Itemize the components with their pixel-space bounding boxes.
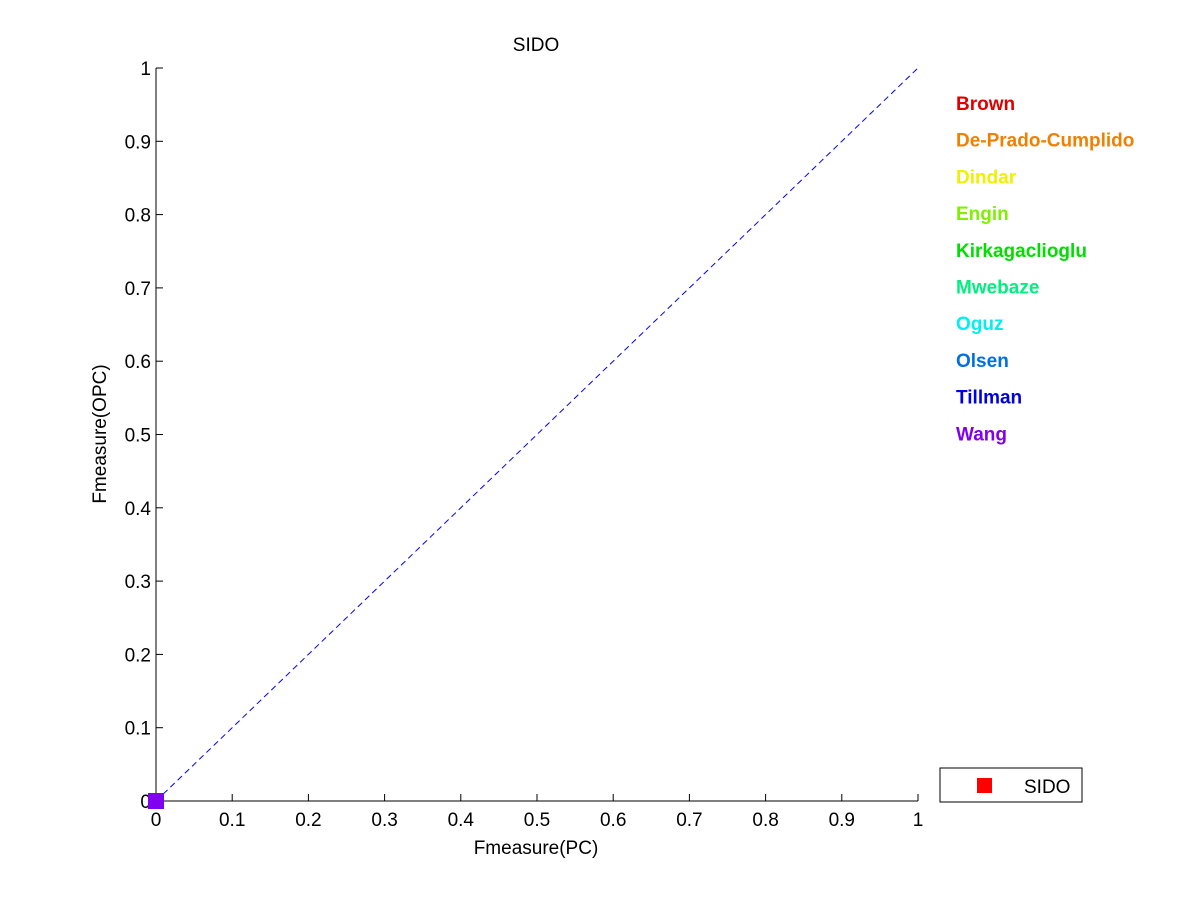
point-wang [148,793,164,809]
x-tick-label: 0 [151,810,162,831]
data-points [148,793,164,809]
x-axis-label: Fmeasure(PC) [474,838,599,859]
x-tick-label: 0.5 [524,810,550,831]
series-name-wang: Wang [956,424,1007,445]
legend-label: SIDO [1024,777,1070,798]
y-tick-label: 0.5 [125,426,151,447]
y-axis-label: Fmeasure(OPC) [90,364,111,503]
series-name-mwebaze: Mwebaze [956,278,1039,299]
series-name-tillman: Tillman [956,388,1022,409]
y-tick-label: 0.3 [125,572,151,593]
y-tick-label: 0.7 [125,279,151,300]
x-ticks: 0 0.1 0.2 0.3 0.4 0.5 0.6 0.7 0.8 0.9 1 [151,794,924,831]
series-name-dindar: Dindar [956,167,1017,188]
y-tick-label: 0.4 [125,499,152,520]
x-tick-label: 1 [913,810,924,831]
x-tick-label: 0.3 [371,810,397,831]
x-tick-label: 0.7 [676,810,702,831]
series-name-olsen: Olsen [956,351,1009,372]
series-name-brown: Brown [956,94,1015,115]
y-tick-label: 0 [140,792,151,813]
series-name-de-prado-cumplido: De-Prado-Cumplido [956,131,1134,152]
chart-title: SIDO [513,35,559,56]
legend-frame [939,767,1083,803]
series-name-list: Brown De-Prado-Cumplido Dindar Engin Kirkaga… [956,94,1134,445]
y-tick-label: 0.2 [125,645,151,666]
reference-diagonal-line [155,67,919,802]
y-tick-label: 0.1 [125,719,151,740]
series-name-oguz: Oguz [956,314,1004,335]
x-tick-label: 0.2 [295,810,321,831]
series-name-engin: Engin [956,204,1009,225]
x-tick-label: 0.6 [600,810,626,831]
x-tick-label: 0.9 [829,810,855,831]
y-tick-label: 1 [140,59,151,80]
legend-box: SIDO [939,767,1083,803]
y-tick-label: 0.6 [125,352,151,373]
x-tick-label: 0.4 [448,810,475,831]
series-name-kirkagaclioglu: Kirkagaclioglu [956,241,1087,262]
y-ticks: 0 0.1 0.2 0.3 0.4 0.5 0.6 0.7 0.8 0.9 1 [125,59,163,813]
y-tick-label: 0.9 [125,132,151,153]
x-tick-label: 0.1 [219,810,245,831]
legend-marker [977,778,992,793]
y-tick-label: 0.8 [125,206,151,227]
x-tick-label: 0.8 [752,810,778,831]
